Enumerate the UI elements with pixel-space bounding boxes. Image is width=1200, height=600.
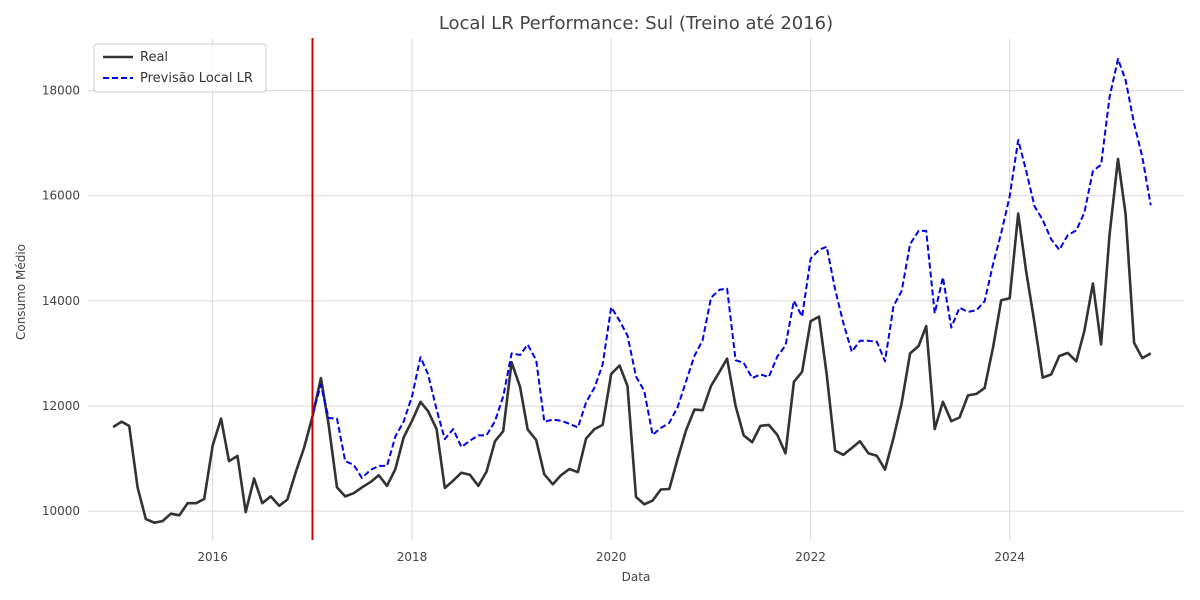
y-tick-label: 16000 [42,189,80,203]
series-layer [112,38,1152,540]
x-tick-label: 2020 [596,550,627,564]
legend-label-real: Real [140,50,168,65]
x-tick-label: 2018 [397,550,428,564]
legend-label-forecast: Previsão Local LR [140,71,253,86]
x-tick-label: 2022 [795,550,826,564]
series-line-forecast [311,58,1152,479]
y-tick-label: 10000 [42,504,80,518]
y-tick-label: 18000 [42,84,80,98]
x-tick-label: 2024 [994,550,1025,564]
series-line-real [112,157,1152,525]
x-axis-label: Data [622,570,651,584]
grid [88,38,1184,540]
y-tick-label: 14000 [42,294,80,308]
tick-labels: 10000 12000 14000 16000 18000 2016 2018 2020 202… [42,84,1025,564]
y-tick-label: 12000 [42,399,80,413]
x-tick-label: 2016 [197,550,228,564]
legend: Real Previsão Local LR [93,43,267,93]
legend-box [93,43,267,93]
chart-title: Local LR Performance: Sul (Treino até 20… [439,13,833,34]
y-axis-label: Consumo Médio [14,244,28,340]
